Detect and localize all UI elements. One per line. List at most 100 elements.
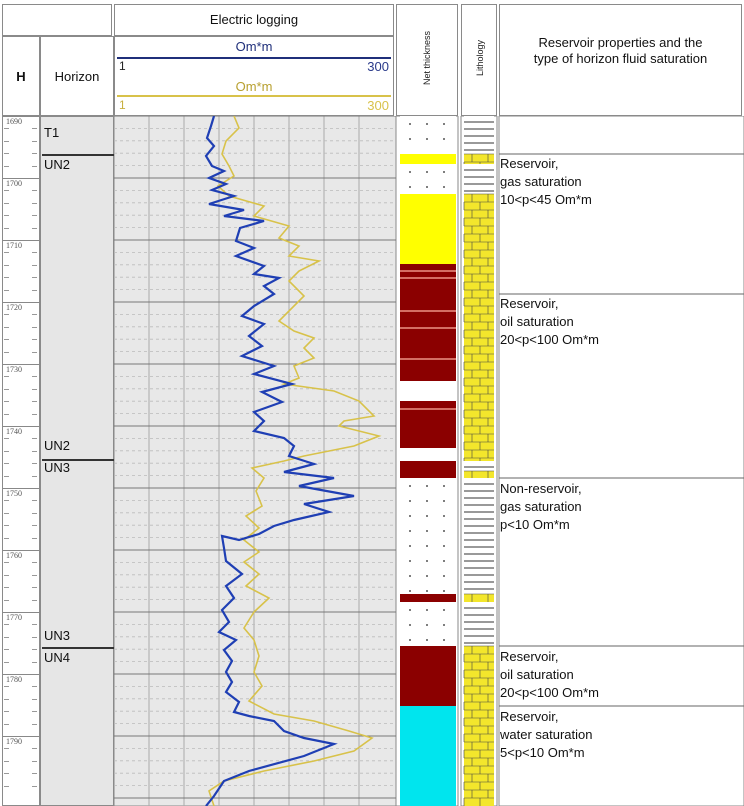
interval-description: Non-reservoir, gas saturation p<10 Om*m bbox=[500, 480, 582, 534]
interval-description: Reservoir, gas saturation 10<p<45 Om*m bbox=[500, 155, 592, 209]
depth-minor-tick bbox=[4, 190, 9, 192]
dot-pattern bbox=[426, 624, 428, 626]
depth-minor-tick bbox=[4, 574, 9, 576]
interval-line3: p<10 Om*m bbox=[500, 517, 570, 532]
dot-pattern bbox=[426, 530, 428, 532]
curve2-scale-line bbox=[117, 95, 391, 97]
depth-minor-tick bbox=[4, 711, 9, 713]
dot-pattern bbox=[443, 186, 445, 188]
horizon-label-un3: UN3 bbox=[44, 628, 71, 643]
log-track bbox=[114, 116, 396, 806]
depth-minor-tick bbox=[32, 351, 37, 353]
interval-line3: 10<p<45 Om*m bbox=[500, 192, 592, 207]
depth-label: 1770 bbox=[6, 613, 22, 622]
interval-line2: water saturation bbox=[500, 727, 593, 742]
depth-minor-tick bbox=[32, 760, 37, 762]
dot-pattern bbox=[443, 609, 445, 611]
depth-minor-tick bbox=[4, 463, 9, 465]
depth-minor-tick bbox=[32, 711, 37, 713]
dot-pattern bbox=[409, 545, 411, 547]
horizon-label: Horizon bbox=[54, 69, 100, 84]
lithology-limestone bbox=[464, 154, 494, 164]
depth-major-tick bbox=[3, 426, 39, 427]
depth-minor-tick bbox=[32, 450, 37, 452]
depth-minor-tick bbox=[4, 314, 9, 316]
depth-minor-tick bbox=[4, 413, 9, 415]
depth-major-tick bbox=[3, 178, 39, 179]
depth-minor-tick bbox=[32, 190, 37, 192]
depth-label: 1780 bbox=[6, 675, 22, 684]
net-thickness-oil bbox=[400, 594, 456, 602]
depth-minor-tick bbox=[4, 438, 9, 440]
resistivity-curve-1 bbox=[204, 116, 355, 806]
depth-minor-tick bbox=[32, 574, 37, 576]
depth-major-tick bbox=[3, 364, 39, 365]
dot-pattern bbox=[443, 624, 445, 626]
dot-pattern bbox=[443, 575, 445, 577]
horizon-label-t1: T1 bbox=[44, 125, 60, 140]
depth-minor-tick bbox=[32, 413, 37, 415]
curve1-min: 1 bbox=[119, 59, 126, 73]
lithology-limestone bbox=[464, 594, 494, 602]
dot-pattern bbox=[409, 171, 411, 173]
depth-minor-tick bbox=[32, 140, 37, 142]
lithology-shale bbox=[464, 164, 494, 194]
depth-label: 1760 bbox=[6, 551, 22, 560]
depth-minor-tick bbox=[32, 227, 37, 229]
dot-pattern bbox=[426, 186, 428, 188]
depth-track bbox=[2, 116, 40, 806]
h-label: H bbox=[16, 69, 26, 84]
depth-minor-tick bbox=[4, 661, 9, 663]
depth-minor-tick bbox=[32, 537, 37, 539]
net-thickness-nonreservoir bbox=[400, 381, 456, 401]
depth-minor-tick bbox=[32, 599, 37, 601]
interval-line2: oil saturation bbox=[500, 667, 574, 682]
interval-line2: gas saturation bbox=[500, 499, 582, 514]
dot-pattern bbox=[443, 560, 445, 562]
depth-minor-tick bbox=[32, 512, 37, 514]
depth-label: 1750 bbox=[6, 489, 22, 498]
horizon-label-un4: UN4 bbox=[44, 650, 71, 665]
net-thickness-oil bbox=[400, 401, 456, 448]
dot-pattern bbox=[409, 530, 411, 532]
horizon-label-un2: UN2 bbox=[44, 157, 71, 172]
dot-pattern bbox=[443, 485, 445, 487]
depth-minor-tick bbox=[4, 227, 9, 229]
net-thickness-water bbox=[400, 706, 456, 806]
depth-major-tick bbox=[3, 674, 39, 675]
interval-line1: Reservoir, bbox=[500, 156, 559, 171]
dot-pattern bbox=[409, 609, 411, 611]
dot-pattern bbox=[426, 609, 428, 611]
depth-minor-tick bbox=[32, 438, 37, 440]
depth-minor-tick bbox=[32, 475, 37, 477]
depth-minor-tick bbox=[4, 500, 9, 502]
depth-minor-tick bbox=[4, 760, 9, 762]
net-thickness-header: Net thickness bbox=[396, 4, 458, 116]
lithology-shale bbox=[464, 602, 494, 646]
net-thickness-oil bbox=[400, 296, 456, 381]
net-thickness-nonreservoir bbox=[400, 602, 456, 646]
depth-minor-tick bbox=[32, 215, 37, 217]
depth-minor-tick bbox=[4, 289, 9, 291]
depth-minor-tick bbox=[32, 773, 37, 775]
dot-pattern bbox=[426, 575, 428, 577]
depth-minor-tick bbox=[32, 264, 37, 266]
interval-line1: Reservoir, bbox=[500, 296, 559, 311]
dot-pattern bbox=[443, 500, 445, 502]
lithology-header: Lithology bbox=[461, 4, 497, 116]
depth-minor-tick bbox=[4, 264, 9, 266]
interval-description: Reservoir, oil saturation 20<p<100 Om*m bbox=[500, 295, 599, 349]
dot-pattern bbox=[409, 138, 411, 140]
depth-label: 1740 bbox=[6, 427, 22, 436]
depth-minor-tick bbox=[4, 165, 9, 167]
dot-pattern bbox=[409, 186, 411, 188]
net-thickness-gas bbox=[400, 194, 456, 264]
depth-major-tick bbox=[3, 302, 39, 303]
dot-pattern bbox=[409, 590, 411, 592]
depth-minor-tick bbox=[32, 153, 37, 155]
depth-minor-tick bbox=[32, 401, 37, 403]
depth-minor-tick bbox=[4, 649, 9, 651]
net-thickness-nonreservoir bbox=[400, 448, 456, 461]
depth-minor-tick bbox=[32, 785, 37, 787]
depth-minor-tick bbox=[32, 252, 37, 254]
